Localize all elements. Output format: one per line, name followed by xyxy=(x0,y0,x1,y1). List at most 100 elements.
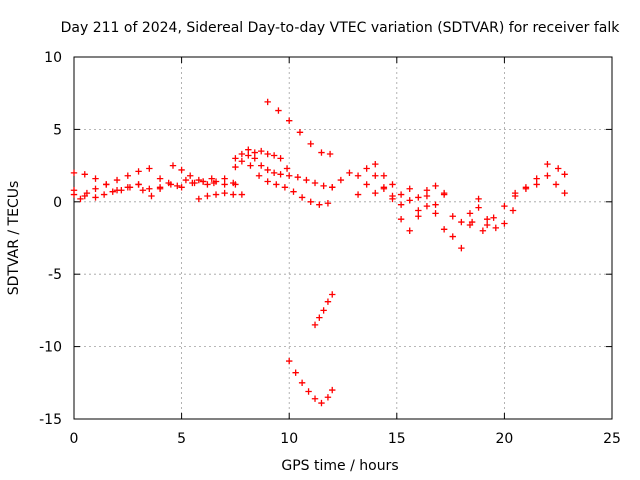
data-point xyxy=(311,321,319,329)
data-point xyxy=(320,307,327,314)
data-point xyxy=(221,175,228,182)
data-point xyxy=(221,181,228,188)
data-point xyxy=(70,169,78,177)
series-track-8 xyxy=(232,146,291,172)
data-point xyxy=(113,176,121,184)
data-point xyxy=(372,172,379,179)
data-point xyxy=(126,184,134,191)
data-point xyxy=(258,147,265,155)
data-point xyxy=(100,191,108,198)
data-point xyxy=(440,226,448,233)
data-points xyxy=(70,98,568,407)
data-point xyxy=(103,181,110,188)
data-point xyxy=(522,185,530,192)
data-point xyxy=(406,197,413,204)
data-point xyxy=(238,158,246,165)
data-point xyxy=(275,107,282,114)
data-point xyxy=(346,169,353,177)
series-track-5 xyxy=(169,162,237,188)
series-track-10 xyxy=(264,98,334,158)
data-point xyxy=(212,191,220,198)
y-tick-label: -5 xyxy=(48,267,62,283)
data-point xyxy=(354,172,362,179)
data-point xyxy=(92,185,99,192)
data-point xyxy=(483,221,491,229)
series-track-16 xyxy=(468,160,568,234)
data-point xyxy=(146,165,153,172)
data-point xyxy=(118,187,125,194)
data-point xyxy=(533,181,540,188)
data-point xyxy=(423,202,431,210)
data-point xyxy=(389,192,396,200)
data-point xyxy=(552,181,560,188)
data-point xyxy=(397,215,405,223)
data-point xyxy=(247,162,254,169)
data-point xyxy=(397,191,405,198)
x-tick-label: 0 xyxy=(70,431,79,447)
data-point xyxy=(286,172,293,179)
data-point xyxy=(432,201,439,208)
axis-ticks xyxy=(73,56,613,420)
data-point xyxy=(286,117,293,124)
data-point xyxy=(135,181,142,188)
data-point xyxy=(406,227,413,234)
x-tick-label: 5 xyxy=(177,431,186,447)
data-point xyxy=(264,150,271,158)
data-point xyxy=(83,189,91,197)
y-tick-label: -15 xyxy=(39,412,62,428)
plot-frame xyxy=(73,56,613,420)
data-point xyxy=(406,185,413,192)
data-point xyxy=(423,192,431,200)
data-point xyxy=(316,314,323,321)
data-point xyxy=(264,166,271,174)
data-point xyxy=(251,149,258,156)
data-point xyxy=(483,215,491,223)
data-point xyxy=(307,140,314,148)
data-point xyxy=(561,189,568,197)
data-point xyxy=(326,150,334,158)
data-point xyxy=(475,195,482,203)
data-point xyxy=(270,169,278,177)
data-point xyxy=(270,152,278,159)
data-point xyxy=(294,173,302,181)
data-point xyxy=(156,185,164,192)
x-tick-label: 25 xyxy=(603,431,621,447)
data-point xyxy=(363,181,370,188)
data-point xyxy=(501,220,508,227)
data-point xyxy=(415,207,422,214)
data-point xyxy=(298,379,306,386)
data-point xyxy=(555,165,562,172)
data-point xyxy=(264,178,271,185)
data-point xyxy=(329,291,336,298)
series-track-15 xyxy=(372,182,448,214)
data-point xyxy=(139,187,147,194)
data-point xyxy=(492,224,499,232)
data-point xyxy=(432,210,439,217)
data-point xyxy=(251,155,258,162)
data-point xyxy=(458,244,465,252)
data-point xyxy=(389,181,396,188)
data-point xyxy=(204,192,211,200)
y-tick-label: 0 xyxy=(53,195,62,211)
y-tick-label: 5 xyxy=(53,122,62,138)
data-point xyxy=(204,181,211,188)
data-point xyxy=(255,172,263,179)
data-point xyxy=(324,394,332,401)
data-point xyxy=(544,160,551,168)
data-point xyxy=(490,214,497,221)
data-point xyxy=(191,179,198,187)
series-track-4 xyxy=(139,175,215,200)
data-point xyxy=(311,179,319,187)
data-point xyxy=(156,175,164,182)
series-track-11 xyxy=(311,291,336,329)
data-point xyxy=(221,189,228,197)
data-point xyxy=(561,171,568,178)
series-track-17 xyxy=(511,172,568,197)
data-point xyxy=(298,194,306,201)
x-axis-label: GPS time / hours xyxy=(281,458,398,474)
data-point xyxy=(449,233,456,240)
data-point xyxy=(238,191,246,198)
data-point xyxy=(466,210,474,217)
data-point xyxy=(258,162,265,169)
